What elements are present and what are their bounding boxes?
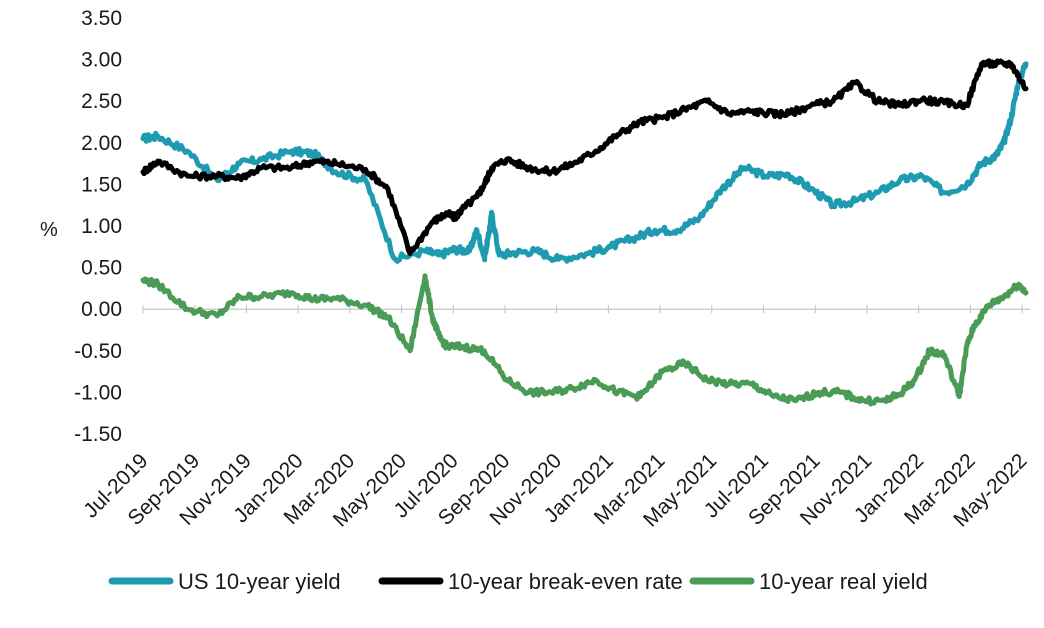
- y-axis-label: %: [40, 219, 58, 241]
- x-axis-ticks: [142, 305, 1023, 314]
- legend-item-break-even-rate: 10-year break-even rate: [378, 569, 683, 594]
- y-tick-label: -1.50: [74, 423, 122, 446]
- y-tick-label: 3.50: [81, 7, 122, 30]
- y-tick-label: 1.00: [81, 215, 122, 238]
- legend-item-us-10-year-yield: US 10-year yield: [108, 569, 341, 594]
- legend: US 10-year yield 10-year break-even rate 1…: [108, 569, 928, 594]
- us-10-year-yield-line: [140, 61, 1029, 264]
- y-tick-label: 1.50: [81, 173, 122, 196]
- y-tick-label: 0.50: [81, 257, 122, 280]
- x-axis-labels: Jul-2019Sep-2019Nov-2019Jan-2020Mar-2020…: [79, 449, 1031, 531]
- legend-label: 10-year real yield: [759, 569, 928, 594]
- legend-label: US 10-year yield: [178, 569, 341, 594]
- y-tick-label: 3.00: [81, 49, 122, 72]
- y-tick-label: 2.00: [81, 132, 122, 155]
- y-tick-label: 2.50: [81, 90, 122, 113]
- series-lines: [140, 58, 1029, 407]
- y-tick-label: 0.00: [81, 298, 122, 321]
- y-tick-label: -0.50: [74, 340, 122, 363]
- y-axis: 3.50 3.00 2.50 2.00 1.50 1.00 0.50 0.00 -0.50 -1.…: [74, 7, 122, 446]
- real-yield-line: [140, 273, 1029, 407]
- legend-item-real-yield: 10-year real yield: [689, 569, 928, 594]
- y-tick-label: -1.00: [74, 381, 122, 404]
- legend-label: 10-year break-even rate: [448, 569, 683, 594]
- break-even-rate-line: [140, 58, 1029, 256]
